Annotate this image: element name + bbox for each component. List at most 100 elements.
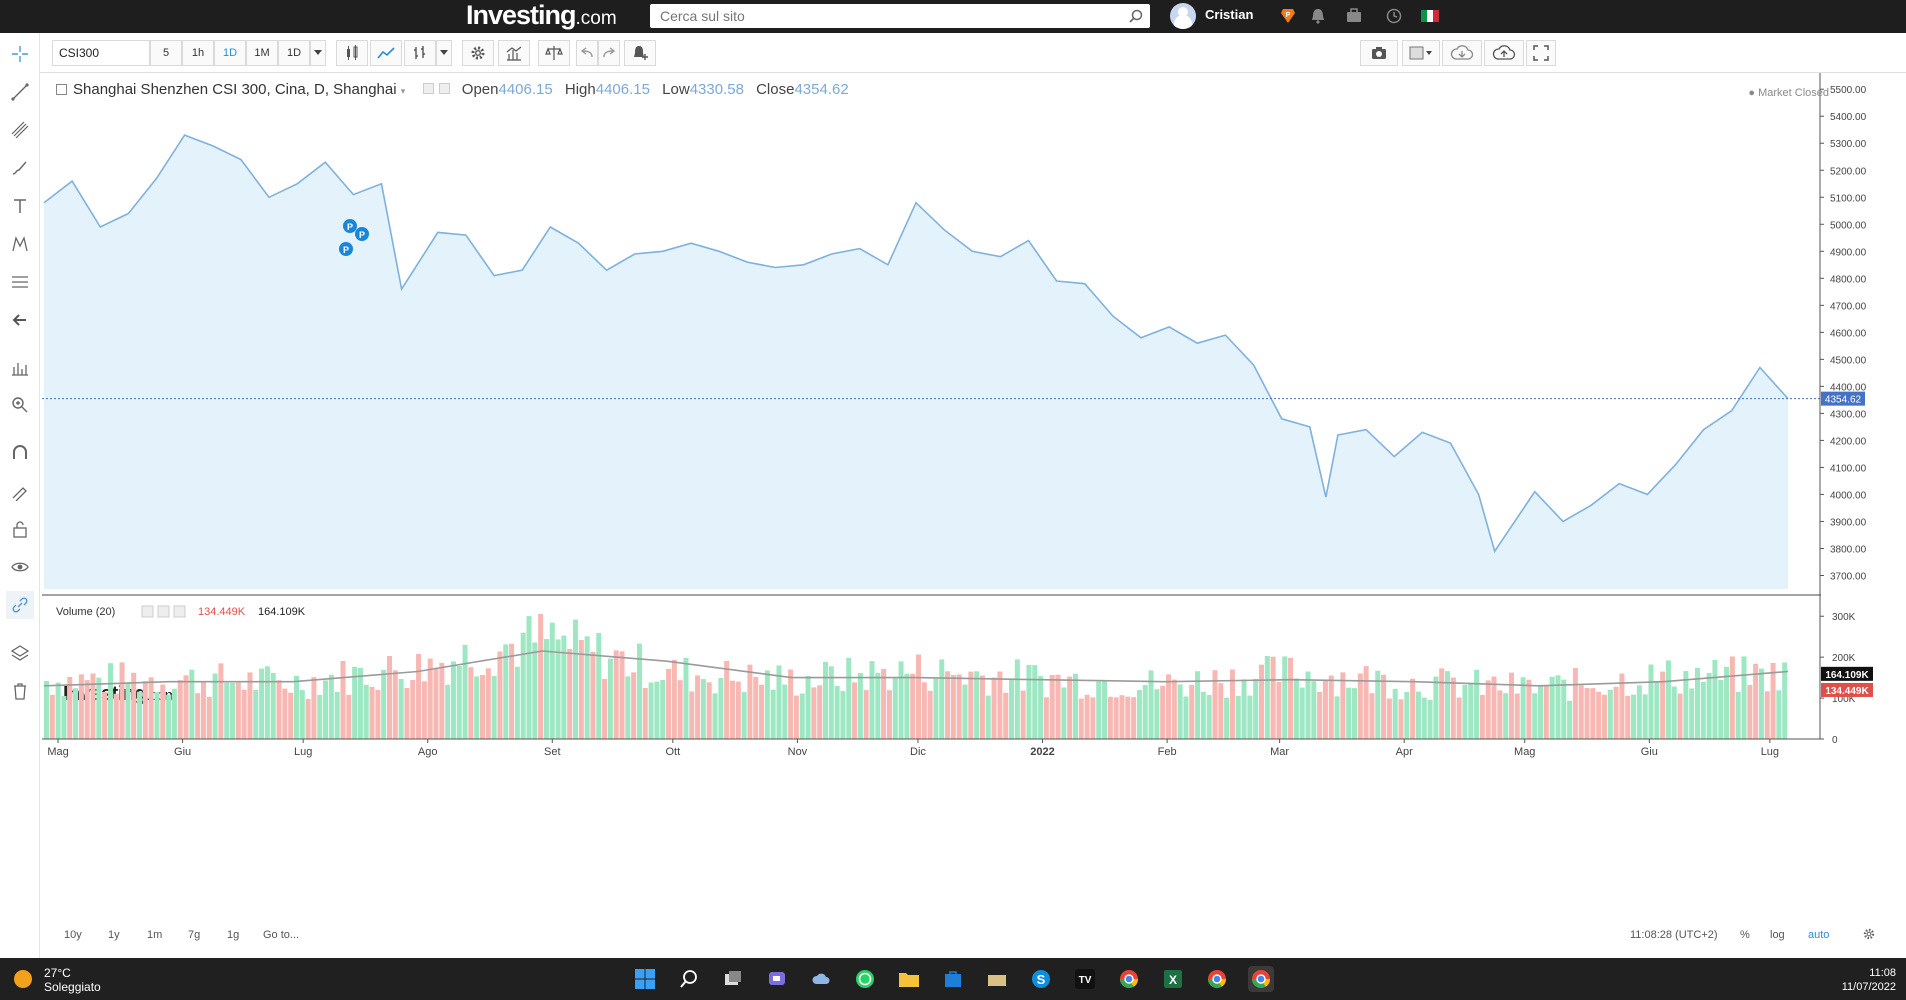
redo-button[interactable]: [598, 40, 620, 66]
volume-bar: [881, 668, 887, 739]
italy-flag-icon[interactable]: [1421, 10, 1439, 22]
channel-tool[interactable]: [6, 116, 34, 144]
skype-app[interactable]: S: [1028, 966, 1054, 992]
link-tool[interactable]: [6, 591, 34, 619]
interval-1m[interactable]: 1M: [246, 40, 278, 66]
event-marker[interactable]: P: [339, 242, 353, 256]
pattern-tool[interactable]: [6, 230, 34, 258]
task-view[interactable]: [720, 966, 746, 992]
volume-legend-button[interactable]: [173, 605, 186, 618]
interval-select[interactable]: 1D: [278, 40, 310, 66]
search-icon[interactable]: [1128, 8, 1144, 24]
range-settings-button[interactable]: [1862, 927, 1876, 944]
range-7g[interactable]: 7g: [188, 929, 201, 941]
interval-dropdown[interactable]: [310, 40, 326, 66]
brush-tool[interactable]: [6, 154, 34, 182]
lock-drawing-tool[interactable]: [6, 477, 34, 505]
excel-app[interactable]: X: [1160, 966, 1186, 992]
investing-logo[interactable]: Investing.com: [466, 0, 617, 33]
volume-bar: [1741, 656, 1747, 739]
volume-bar: [1067, 676, 1073, 739]
volume-pane[interactable]: Volume (20) 134.449K 164.109K: [43, 605, 1789, 739]
interval-1d[interactable]: 1D: [214, 40, 246, 66]
volume-bar: [700, 679, 706, 739]
back-tool[interactable]: [6, 306, 34, 334]
volume-bar: [619, 651, 625, 739]
event-marker[interactable]: P: [343, 219, 357, 233]
portfolio-icon[interactable]: [1345, 7, 1363, 25]
teams-chat[interactable]: [764, 966, 790, 992]
bell-icon[interactable]: [1309, 7, 1327, 25]
instrument-title[interactable]: Shanghai Shenzhen CSI 300, Cina, D, Shan…: [73, 81, 397, 98]
interval-1h[interactable]: 1h: [182, 40, 214, 66]
indicators-button[interactable]: [498, 40, 530, 66]
layout-button[interactable]: [1402, 40, 1440, 66]
goto-link[interactable]: Go to...: [263, 929, 300, 941]
visibility-tool[interactable]: [6, 553, 34, 581]
volume-legend-button[interactable]: [141, 605, 154, 618]
cloud-save-button[interactable]: [1484, 40, 1524, 66]
price-pane[interactable]: PPPInvesting.com: [42, 73, 1821, 705]
site-search[interactable]: [650, 4, 1150, 28]
folder-app-2[interactable]: [984, 966, 1010, 992]
compare-button[interactable]: [538, 40, 570, 66]
file-explorer[interactable]: [896, 966, 922, 992]
indicator-type-button[interactable]: [404, 40, 436, 66]
alert-button[interactable]: [624, 40, 656, 66]
clock-icon[interactable]: [1385, 7, 1403, 25]
range-10y[interactable]: 10y: [64, 929, 82, 941]
percent-toggle[interactable]: %: [1740, 929, 1750, 941]
chrome-app[interactable]: [1116, 966, 1142, 992]
avatar[interactable]: [1170, 3, 1196, 29]
snapshot-button[interactable]: [1360, 40, 1398, 66]
fullscreen-button[interactable]: [1526, 40, 1556, 66]
interval-5[interactable]: 5: [150, 40, 182, 66]
auto-toggle[interactable]: auto: [1808, 929, 1830, 941]
app-widgets[interactable]: [808, 966, 834, 992]
magnet-tool[interactable]: [6, 439, 34, 467]
volume-bar: [799, 693, 805, 739]
zoom-tool[interactable]: [6, 391, 34, 419]
title-dropdown-icon[interactable]: ▾: [400, 86, 406, 96]
collapse-icon[interactable]: [56, 84, 67, 95]
user-name[interactable]: Cristian: [1205, 7, 1254, 22]
price-line[interactable]: [43, 134, 1789, 554]
start-button[interactable]: [632, 966, 658, 992]
chart-canvas[interactable]: PPPInvesting.com Volume (20) 134.449K 164.…: [0, 33, 1906, 958]
volume-title[interactable]: Volume (20): [56, 606, 115, 618]
range-1m[interactable]: 1m: [147, 929, 163, 941]
trash-tool[interactable]: [6, 677, 34, 705]
text-tool[interactable]: [6, 192, 34, 220]
volume-bar: [1758, 668, 1764, 739]
tradingview-app[interactable]: TV: [1072, 966, 1098, 992]
log-toggle[interactable]: log: [1770, 929, 1785, 941]
range-1y[interactable]: 1y: [108, 929, 120, 941]
store-app[interactable]: [940, 966, 966, 992]
undo-button[interactable]: [576, 40, 598, 66]
area-chart-button[interactable]: [370, 40, 402, 66]
hide-icon[interactable]: [438, 83, 450, 94]
chrome-profile-app[interactable]: [1204, 966, 1230, 992]
range-1g[interactable]: 1g: [227, 929, 240, 941]
trendline-tool[interactable]: [6, 78, 34, 106]
layers-tool[interactable]: [6, 639, 34, 667]
settings-icon[interactable]: [423, 83, 435, 94]
cloud-load-button[interactable]: [1442, 40, 1482, 66]
search-input[interactable]: [650, 4, 1110, 28]
event-marker[interactable]: P: [355, 227, 369, 241]
pro-icon[interactable]: P: [1279, 7, 1297, 25]
volume-legend-button[interactable]: [157, 605, 170, 618]
chart-type-dropdown[interactable]: [436, 40, 452, 66]
chrome-active-app[interactable]: [1248, 966, 1274, 992]
volume-bar: [230, 682, 236, 739]
lock-tool[interactable]: [6, 515, 34, 543]
whatsapp-app[interactable]: [852, 966, 878, 992]
candles-button[interactable]: [336, 40, 368, 66]
taskbar-search[interactable]: [676, 966, 702, 992]
symbol-input[interactable]: [52, 40, 150, 66]
settings-button[interactable]: [462, 40, 494, 66]
crosshair-tool[interactable]: [6, 40, 34, 68]
fibonacci-tool[interactable]: [6, 268, 34, 296]
measure-tool[interactable]: [6, 354, 34, 382]
system-clock[interactable]: 11:08 11/07/2022: [1842, 966, 1896, 994]
